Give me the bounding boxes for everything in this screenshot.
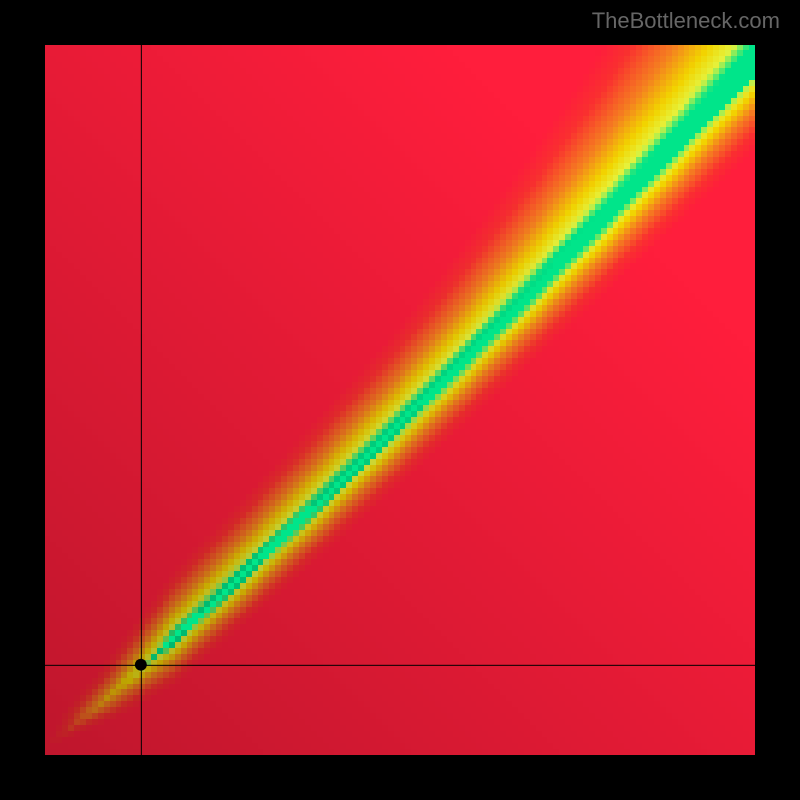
heatmap-canvas bbox=[45, 45, 755, 755]
heatmap-plot bbox=[45, 45, 755, 755]
watermark-text: TheBottleneck.com bbox=[592, 8, 780, 34]
